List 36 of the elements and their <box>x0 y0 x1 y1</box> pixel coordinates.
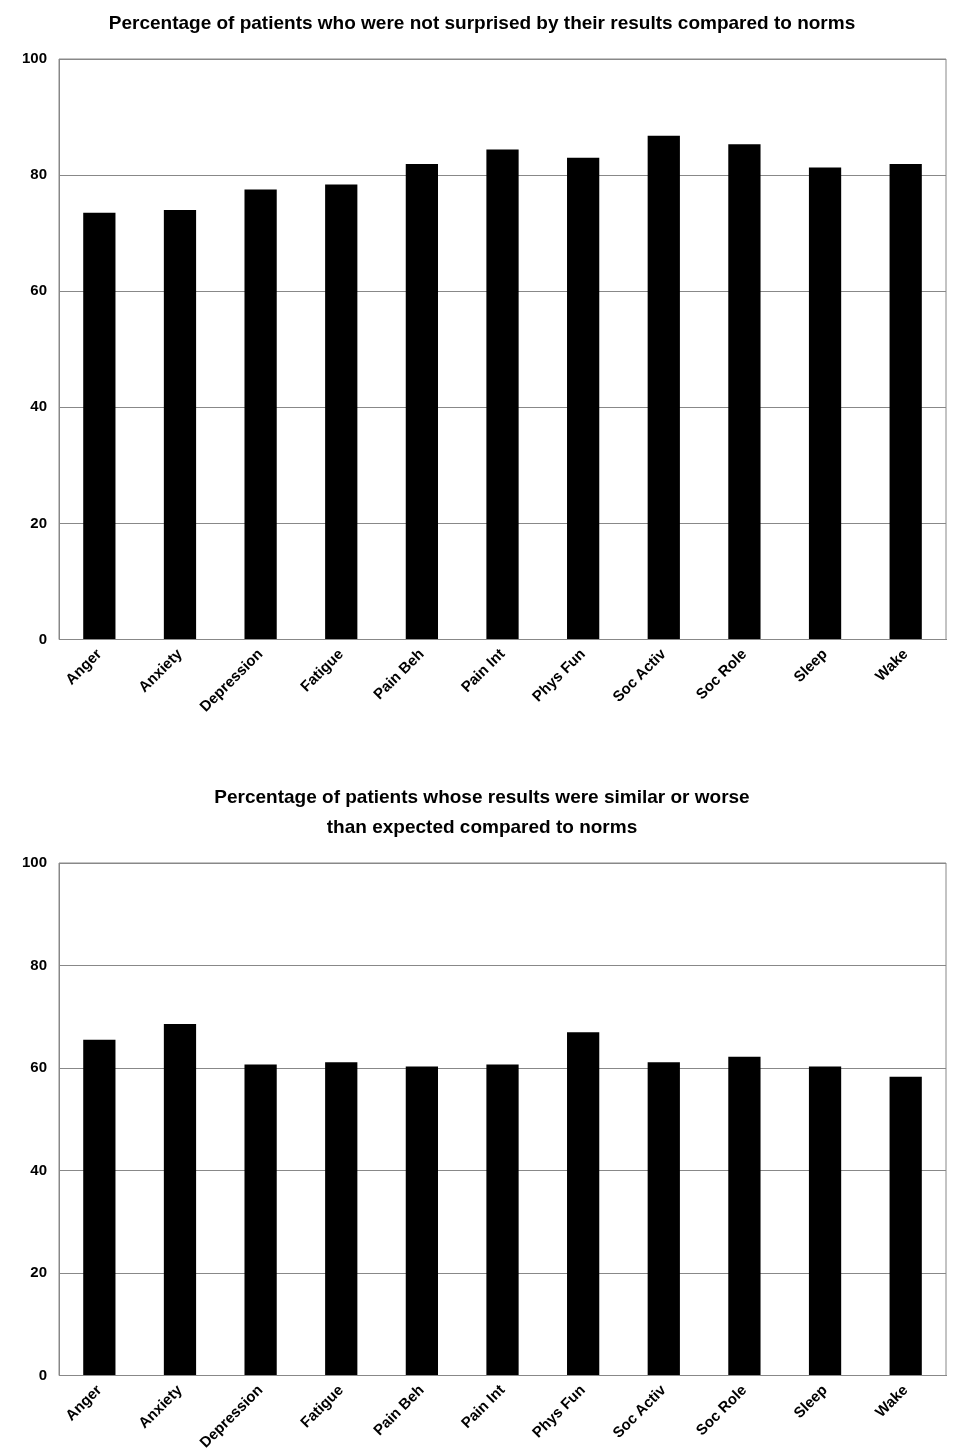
y-tick-label: 80 <box>30 165 48 183</box>
bar <box>325 1062 358 1376</box>
bar <box>325 184 358 640</box>
y-tick-label: 60 <box>30 281 48 299</box>
bar <box>405 164 439 640</box>
bar <box>728 144 761 640</box>
bar <box>405 1066 439 1376</box>
y-tick-label: 20 <box>30 513 48 531</box>
y-tick-label: 20 <box>30 1263 48 1281</box>
y-tick-label: 60 <box>30 1058 48 1076</box>
y-tick-label: 100 <box>22 853 48 871</box>
bar <box>889 164 922 640</box>
chart-title: Percentage of patients who were not surprised by their results compared to norms <box>107 11 857 35</box>
y-tick-label: 40 <box>30 397 48 415</box>
bar <box>808 1066 842 1376</box>
bar <box>83 1039 116 1376</box>
bar <box>728 1056 761 1376</box>
bar <box>163 209 197 640</box>
bar <box>244 189 277 640</box>
y-tick-label: 40 <box>30 1160 48 1178</box>
bar <box>163 1023 197 1376</box>
bar <box>83 212 116 640</box>
bar <box>486 1064 519 1376</box>
y-tick-label: 80 <box>30 955 48 973</box>
bar <box>567 1032 600 1376</box>
bar <box>889 1076 922 1376</box>
bar <box>647 135 680 640</box>
bar <box>486 149 519 640</box>
bar <box>244 1064 277 1376</box>
bar <box>808 167 842 640</box>
bar <box>647 1062 680 1376</box>
y-tick-label: 100 <box>22 49 48 67</box>
y-tick-label: 0 <box>38 1365 48 1383</box>
y-tick-label: 0 <box>38 629 48 647</box>
chart-title: Percentage of patients whose results were similar or worse than expected compared to norms <box>213 785 751 839</box>
bar <box>567 157 600 640</box>
